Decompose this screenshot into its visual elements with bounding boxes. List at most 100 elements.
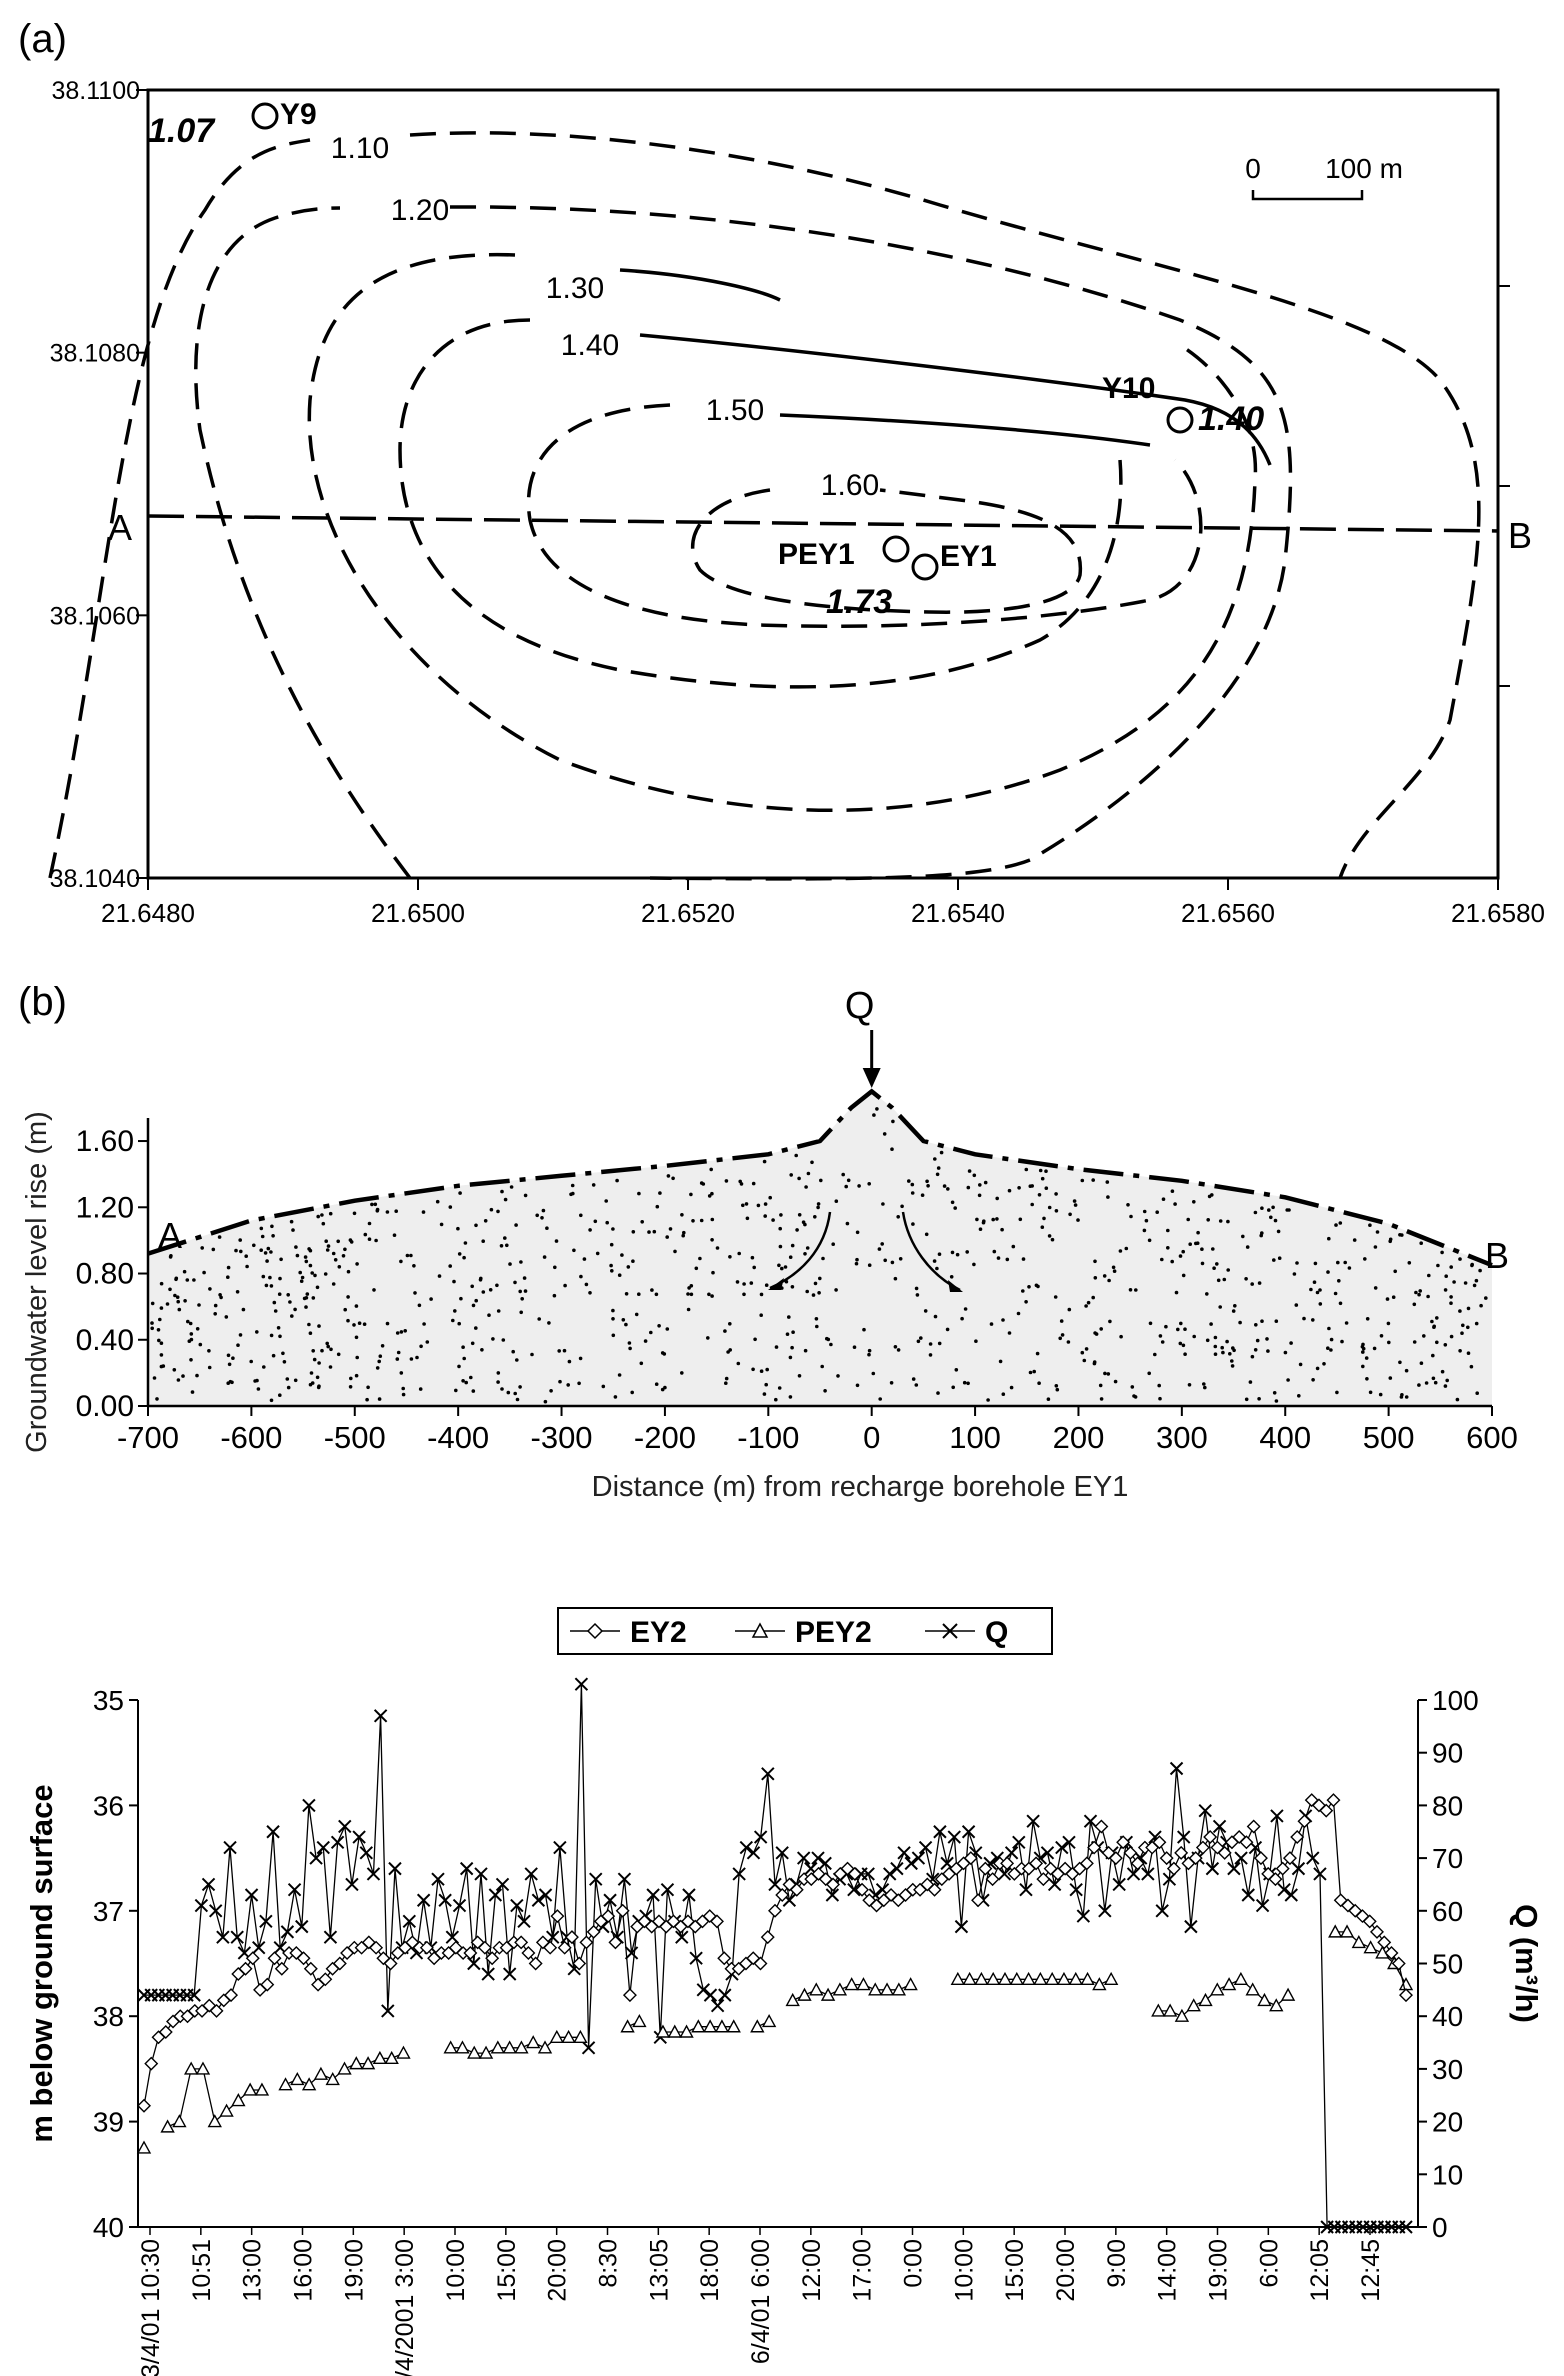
aquifer-dot: [724, 1179, 729, 1183]
aquifer-dot: [1216, 1278, 1221, 1283]
y-axis-label-left: m below ground surface: [24, 1784, 59, 2142]
aquifer-dot: [276, 1326, 281, 1330]
data-point-q: [1004, 1846, 1019, 1860]
aquifer-dot: [150, 1321, 154, 1325]
aquifer-dot: [1183, 1352, 1187, 1356]
aquifer-dot: [915, 1293, 920, 1297]
aquifer-dot: [1440, 1250, 1444, 1255]
aquifer-dot: [950, 1250, 955, 1255]
aquifer-dot: [315, 1375, 320, 1380]
aquifer-dot: [462, 1356, 467, 1361]
aquifer-dot: [1430, 1319, 1434, 1324]
aquifer-dot: [336, 1352, 341, 1357]
aquifer-dot: [181, 1374, 185, 1378]
data-point-ey2: [369, 1940, 384, 1955]
aquifer-dot: [1361, 1346, 1366, 1351]
data-point-ey2: [1029, 1856, 1044, 1871]
aquifer-dot: [1298, 1362, 1303, 1367]
aquifer-dot: [1386, 1321, 1391, 1326]
aquifer-dot: [238, 1238, 242, 1242]
data-point-q: [689, 1951, 703, 1965]
well-name: Y10: [1102, 372, 1155, 405]
x-tick-label-c: 14:00: [1154, 2239, 1182, 2302]
aquifer-dot: [1334, 1223, 1338, 1227]
aquifer-dot: [710, 1217, 715, 1222]
data-point-pey2: [1033, 1971, 1048, 1986]
aquifer-dot: [290, 1314, 294, 1318]
aquifer-dot: [545, 1226, 549, 1230]
data-point-q: [259, 1914, 273, 1929]
data-point-q: [553, 1840, 567, 1855]
aquifer-dot: [1042, 1216, 1046, 1221]
aquifer-dot: [788, 1255, 793, 1259]
data-point-pey2: [1151, 2003, 1166, 2017]
aquifer-dot: [878, 1397, 882, 1401]
aquifer-dot: [270, 1224, 274, 1229]
data-point-q: [488, 1888, 503, 1902]
aquifer-dot: [1472, 1283, 1477, 1288]
data-point-pey2: [278, 2077, 293, 2091]
aquifer-dot: [234, 1248, 238, 1253]
aquifer-dot: [422, 1322, 426, 1326]
data-point-q: [1012, 1835, 1026, 1849]
aquifer-dot: [1274, 1399, 1279, 1403]
aquifer-dot: [227, 1362, 232, 1367]
x-tick-label-c: 20:00: [1052, 2239, 1080, 2302]
data-point-ey2: [855, 1882, 870, 1897]
aquifer-dot: [520, 1297, 524, 1301]
data-point-ey2: [1123, 1845, 1138, 1860]
aquifer-dot: [213, 1303, 218, 1308]
aquifer-dot: [1385, 1297, 1390, 1301]
aquifer-dot: [875, 1107, 879, 1111]
aquifer-dot: [710, 1294, 714, 1298]
aquifer-dot: [1106, 1195, 1110, 1199]
aquifer-dot: [907, 1179, 911, 1183]
x-tick-label-c: 12:05: [1306, 2239, 1334, 2302]
data-point-q: [1076, 1909, 1091, 1923]
data-point-q: [388, 1861, 402, 1876]
data-point-ey2: [1282, 1851, 1297, 1866]
data-point-pey2: [691, 2019, 706, 2033]
aquifer-dot: [1187, 1383, 1192, 1387]
aquifer-dot: [1257, 1281, 1262, 1285]
aquifer-dot: [935, 1266, 939, 1271]
x-tick-label-b: -300: [531, 1420, 593, 1455]
aquifer-dot: [797, 1176, 801, 1181]
aquifer-dot: [1352, 1238, 1357, 1242]
aquifer-dot: [1368, 1223, 1372, 1227]
aquifer-dot: [1093, 1276, 1098, 1280]
aquifer-dot: [295, 1253, 300, 1258]
aquifer-dot: [978, 1183, 982, 1187]
aquifer-dot: [195, 1373, 199, 1378]
aquifer-dot: [1119, 1334, 1123, 1339]
aquifer-dot: [910, 1191, 915, 1195]
aquifer-dot: [185, 1278, 190, 1282]
aquifer-dot: [650, 1288, 654, 1292]
aquifer-dot: [1176, 1327, 1180, 1332]
aquifer-dot: [666, 1174, 671, 1178]
data-point-q: [230, 1930, 244, 1944]
data-point-pey2: [1257, 1992, 1272, 2007]
aquifer-dot: [1192, 1200, 1196, 1204]
data-point-q: [531, 1893, 546, 1907]
aquifer-dot: [266, 1246, 271, 1251]
aquifer-dot: [1132, 1394, 1136, 1398]
data-point-ey2: [1391, 1956, 1406, 1971]
aquifer-dot: [795, 1228, 799, 1232]
aquifer-dot: [317, 1384, 321, 1388]
data-point-q: [617, 1872, 632, 1886]
aquifer-dot: [1093, 1331, 1097, 1335]
data-point-ey2: [224, 1988, 239, 2003]
data-point-pey2: [1174, 2008, 1190, 2022]
aquifer-dot: [998, 1359, 1003, 1364]
data-point-pey2: [549, 2029, 564, 2043]
y-tick-label-b: 0.00: [76, 1390, 134, 1423]
data-point-pey2: [1245, 1982, 1260, 1996]
aquifer-dot: [624, 1322, 628, 1327]
aquifer-dot: [803, 1348, 808, 1353]
aquifer-dot: [1158, 1334, 1163, 1338]
data-point-pey2: [620, 2019, 635, 2033]
aquifer-dot: [487, 1313, 491, 1317]
data-point-ey2: [485, 1951, 500, 1966]
aquifer-dot: [448, 1205, 453, 1209]
